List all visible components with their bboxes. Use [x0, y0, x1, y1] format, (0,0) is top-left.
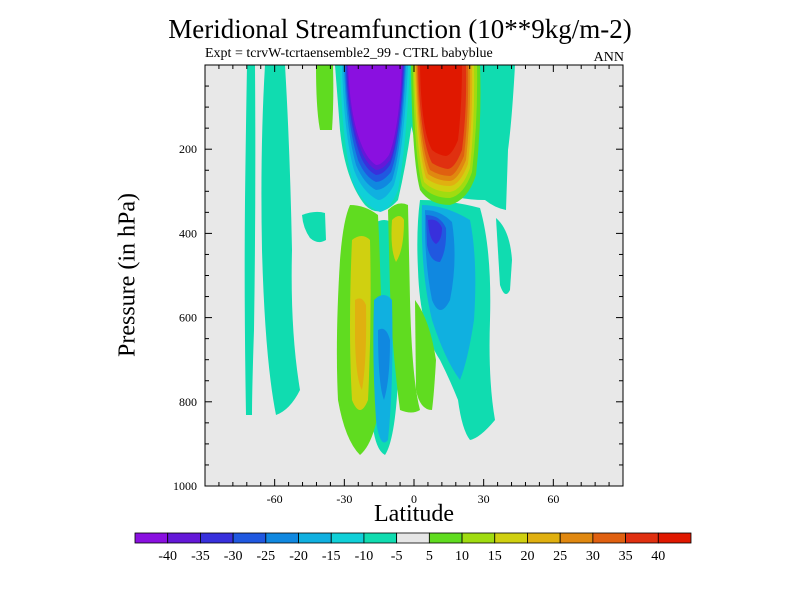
colorbar: -40 -35 -30 -25 -20 -15 -10 -5 5 10 15 20 25 30 35 40	[134, 532, 692, 564]
x-axis-ticks: -60 -30 0 30 60	[204, 65, 624, 506]
contour-fill	[302, 211, 326, 243]
colorbar-label: -5	[391, 549, 403, 564]
colorbar-swatch	[167, 532, 201, 544]
contour-fill	[428, 219, 442, 244]
colorbar-swatch	[625, 532, 659, 544]
x-tick-label: 60	[547, 492, 559, 506]
x-tick-label: 30	[478, 492, 490, 506]
colorbar-label: 30	[586, 549, 600, 564]
colorbar-label: 5	[426, 549, 433, 564]
contour-fill	[494, 65, 506, 130]
colorbar-label: -10	[355, 549, 374, 564]
colorbar-swatch	[265, 532, 299, 544]
colorbar-label: -40	[158, 549, 177, 564]
colorbar-label: -20	[289, 549, 308, 564]
colorbar-swatch	[363, 532, 398, 544]
x-tick-label: 0	[411, 492, 417, 506]
colorbar-swatch	[527, 532, 561, 544]
colorbar-swatch	[428, 532, 463, 544]
y-tick-label: 800	[179, 395, 197, 409]
x-axis-label: Latitude	[374, 501, 454, 527]
colorbar-label: -35	[191, 549, 210, 564]
season-label: ANN	[593, 50, 624, 65]
x-tick-label: -60	[267, 492, 283, 506]
colorbar-label: 20	[520, 549, 534, 564]
colorbar-label: -25	[256, 549, 275, 564]
colorbar-swatch	[592, 532, 626, 544]
colorbar-label: 10	[455, 549, 469, 564]
colorbar-label: 15	[488, 549, 502, 564]
contour-fill	[348, 65, 402, 165]
colorbar-swatch	[134, 532, 169, 544]
chart-subtitle: Expt = tcrvW-tcrtaensemble2_99 - CTRL ba…	[205, 46, 493, 61]
colorbar-label: 40	[651, 549, 665, 564]
colorbar-swatch	[559, 532, 594, 544]
colorbar-swatch	[330, 532, 365, 544]
y-tick-label: 200	[179, 142, 197, 156]
y-tick-label: 400	[179, 226, 197, 240]
colorbar-label: -15	[322, 549, 341, 564]
colorbar-swatch	[657, 532, 692, 544]
colorbar-swatch	[200, 532, 234, 544]
chart-title: Meridional Streamfunction (10**9kg/m-2)	[168, 14, 632, 44]
y-tick-label: 600	[179, 311, 197, 325]
contour-fills	[244, 65, 515, 455]
contour-fill	[316, 65, 334, 130]
contour-fill	[244, 65, 256, 415]
y-tick-label: 1000	[173, 479, 197, 493]
contour-fill	[355, 298, 367, 390]
x-tick-label: -30	[336, 492, 352, 506]
contour-fill	[378, 328, 390, 400]
contour-fill	[415, 300, 436, 410]
contour-fill	[391, 216, 404, 262]
y-axis-ticks: 200 400 600 800 1000	[173, 64, 623, 493]
contour-fill	[420, 65, 462, 156]
colorbar-swatch	[494, 532, 528, 544]
colorbar-swatch	[396, 532, 430, 544]
colorbar-label: -30	[224, 549, 243, 564]
colorbar-label: 25	[553, 549, 567, 564]
contour-fill	[261, 65, 300, 415]
contour-fill	[496, 218, 512, 294]
colorbar-swatch	[298, 532, 332, 544]
colorbar-label: 35	[619, 549, 633, 564]
colorbar-swatch	[232, 532, 267, 544]
colorbar-swatch	[461, 532, 496, 544]
